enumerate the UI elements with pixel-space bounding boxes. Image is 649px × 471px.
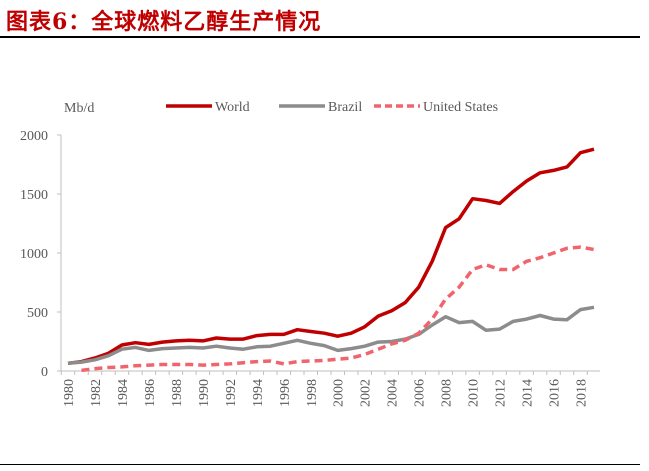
x-tick-label: 1990 — [197, 379, 212, 407]
bottom-divider — [0, 464, 640, 465]
x-tick-label: 2000 — [332, 379, 347, 407]
series-line-brazil — [67, 305, 595, 366]
x-tick-label: 2016 — [548, 379, 563, 407]
x-tick-label: 2010 — [467, 379, 482, 407]
legend-label: United States — [423, 100, 498, 115]
x-tick-label: 1982 — [89, 379, 104, 407]
x-tick-label: 1994 — [251, 379, 266, 407]
title-divider — [0, 36, 640, 38]
x-tick-label: 1998 — [305, 379, 320, 407]
x-tick-label: 1996 — [278, 379, 293, 407]
x-tick-label: 1984 — [116, 379, 131, 407]
x-tick-label: 2014 — [521, 379, 536, 407]
x-tick-label: 2004 — [386, 379, 401, 407]
y-tick-label: 1500 — [20, 188, 48, 203]
y-tick-label: 2000 — [20, 129, 48, 144]
series-line-united-states — [81, 245, 595, 373]
series-line-world — [67, 147, 595, 366]
x-tick-label: 2002 — [359, 379, 374, 407]
x-tick-label: 2008 — [440, 379, 455, 407]
y-tick-label: 500 — [27, 306, 48, 321]
x-tick-label: 1992 — [224, 379, 239, 407]
legend-label: World — [215, 100, 250, 115]
x-tick-label: 1986 — [143, 379, 158, 407]
y-tick-label: 1000 — [20, 247, 48, 262]
x-tick-label: 1988 — [170, 379, 185, 407]
x-tick-label: 2006 — [413, 379, 428, 407]
figure-title: 图表6：全球燃料乙醇生产情况 — [6, 9, 322, 35]
x-tick-label: 2012 — [494, 379, 509, 407]
x-tick-label: 1980 — [62, 379, 77, 407]
legend-label: Brazil — [328, 100, 362, 115]
y-tick-label: 0 — [41, 365, 48, 380]
x-tick-label: 2018 — [575, 379, 590, 407]
y-axis-label: Mb/d — [64, 101, 94, 116]
